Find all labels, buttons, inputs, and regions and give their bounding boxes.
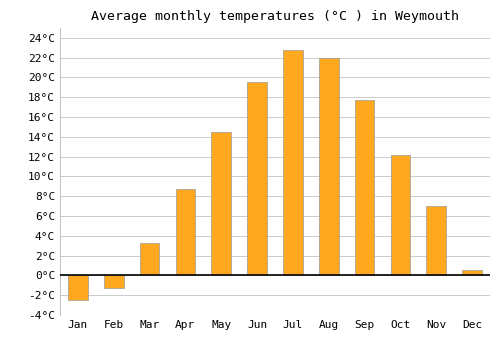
Bar [462, 271, 482, 275]
Bar [104, 275, 124, 288]
Bar [68, 275, 88, 300]
Bar [212, 132, 231, 275]
Bar [247, 83, 267, 275]
Bar [319, 58, 338, 275]
Bar [176, 189, 196, 275]
Bar [283, 50, 303, 275]
Bar [140, 243, 160, 275]
Bar [390, 155, 410, 275]
Bar [354, 100, 374, 275]
Title: Average monthly temperatures (°C ) in Weymouth: Average monthly temperatures (°C ) in We… [91, 10, 459, 23]
Bar [426, 206, 446, 275]
